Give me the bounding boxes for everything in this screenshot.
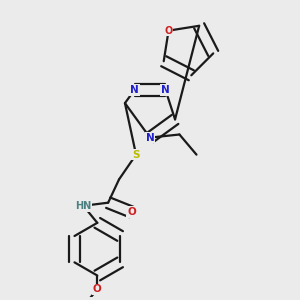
- Text: S: S: [132, 150, 140, 160]
- Text: O: O: [164, 26, 173, 36]
- Text: N: N: [161, 85, 170, 95]
- Text: N: N: [130, 85, 139, 95]
- Text: O: O: [127, 207, 136, 217]
- Text: HN: HN: [75, 201, 92, 211]
- Text: N: N: [146, 133, 154, 142]
- Text: O: O: [93, 284, 102, 295]
